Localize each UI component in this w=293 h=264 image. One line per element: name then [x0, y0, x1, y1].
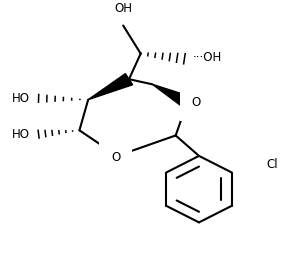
Text: O: O [111, 151, 120, 164]
Text: HO: HO [12, 128, 30, 141]
Text: HO: HO [12, 92, 30, 105]
Polygon shape [152, 84, 191, 108]
Text: ···OH: ···OH [193, 51, 222, 64]
Text: Cl: Cl [266, 158, 278, 171]
Polygon shape [88, 74, 133, 100]
Text: O: O [191, 96, 201, 109]
Text: OH: OH [114, 2, 132, 15]
